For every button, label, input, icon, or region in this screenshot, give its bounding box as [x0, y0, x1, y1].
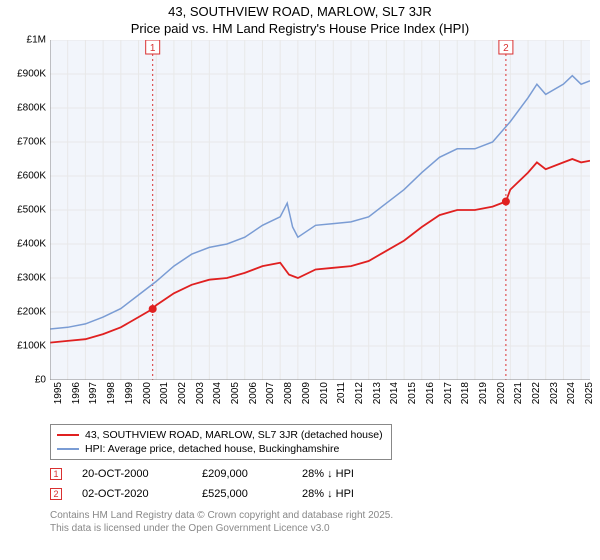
x-tick-label: 2008	[283, 382, 294, 404]
attribution: Contains HM Land Registry data © Crown c…	[50, 510, 393, 535]
y-tick-label: £500K	[17, 205, 46, 216]
legend-label: 43, SOUTHVIEW ROAD, MARLOW, SL7 3JR (det…	[85, 428, 383, 442]
plot-area: 12	[50, 40, 590, 380]
x-tick-label: 2009	[301, 382, 312, 404]
title-subtitle: Price paid vs. HM Land Registry's House …	[0, 21, 600, 36]
event-date: 20-OCT-2000	[82, 468, 182, 480]
x-tick-label: 2001	[159, 382, 170, 404]
x-tick-label: 2016	[425, 382, 436, 404]
y-tick-label: £700K	[17, 137, 46, 148]
x-tick-label: 2017	[443, 382, 454, 404]
svg-text:1: 1	[150, 43, 156, 54]
legend-item: HPI: Average price, detached house, Buck…	[57, 442, 383, 456]
x-tick-label: 2019	[478, 382, 489, 404]
x-tick-label: 1997	[88, 382, 99, 404]
x-tick-label: 2010	[319, 382, 330, 404]
event-row: 1 20-OCT-2000 £209,000 28% ↓ HPI	[50, 464, 354, 484]
y-tick-label: £1M	[27, 35, 46, 46]
y-tick-label: £900K	[17, 69, 46, 80]
attribution-line1: Contains HM Land Registry data © Crown c…	[50, 510, 393, 523]
y-axis: £0£100K£200K£300K£400K£500K£600K£700K£80…	[8, 40, 50, 380]
legend-item: 43, SOUTHVIEW ROAD, MARLOW, SL7 3JR (det…	[57, 428, 383, 442]
event-price: £525,000	[202, 488, 282, 500]
x-tick-label: 2015	[407, 382, 418, 404]
event-delta: 28% ↓ HPI	[302, 488, 354, 500]
x-tick-label: 2002	[177, 382, 188, 404]
x-tick-label: 1998	[106, 382, 117, 404]
svg-text:2: 2	[503, 43, 509, 54]
x-tick-label: 2012	[354, 382, 365, 404]
x-tick-label: 1996	[71, 382, 82, 404]
chart-area: £0 £100K £200K £300K £400K £500K £600K £700K £80…	[8, 40, 592, 415]
x-tick-label: 2007	[265, 382, 276, 404]
x-tick-label: 2013	[372, 382, 383, 404]
event-date: 02-OCT-2020	[82, 488, 182, 500]
event-marker: 1	[50, 468, 62, 480]
x-tick-label: 2014	[389, 382, 400, 404]
x-tick-label: 2003	[195, 382, 206, 404]
legend-swatch	[57, 434, 79, 436]
title-address: 43, SOUTHVIEW ROAD, MARLOW, SL7 3JR	[0, 4, 600, 19]
chart-svg: 12	[50, 40, 590, 380]
figure-root: 43, SOUTHVIEW ROAD, MARLOW, SL7 3JR Pric…	[0, 0, 600, 560]
x-tick-label: 2024	[566, 382, 577, 404]
attribution-line2: This data is licensed under the Open Gov…	[50, 523, 393, 536]
event-table: 1 20-OCT-2000 £209,000 28% ↓ HPI 2 02-OCT-202…	[50, 464, 354, 504]
x-tick-label: 2021	[513, 382, 524, 404]
y-tick-label: £0	[35, 375, 46, 386]
x-axis: 1995 1996 1997 1998 1999 2000 2001 2002 2003 2004…	[50, 382, 590, 416]
legend-box: 43, SOUTHVIEW ROAD, MARLOW, SL7 3JR (det…	[50, 424, 392, 460]
x-tick-label: 2022	[531, 382, 542, 404]
legend-swatch	[57, 448, 79, 450]
event-marker: 2	[50, 488, 62, 500]
event-delta: 28% ↓ HPI	[302, 468, 354, 480]
x-tick-label: 2025	[584, 382, 595, 404]
y-tick-label: £200K	[17, 307, 46, 318]
x-tick-label: 1999	[124, 382, 135, 404]
x-tick-label: 2023	[549, 382, 560, 404]
title-block: 43, SOUTHVIEW ROAD, MARLOW, SL7 3JR Pric…	[0, 0, 600, 36]
y-tick-label: £300K	[17, 273, 46, 284]
x-tick-label: 2004	[212, 382, 223, 404]
x-tick-label: 1995	[53, 382, 64, 404]
x-tick-label: 2005	[230, 382, 241, 404]
y-tick-label: £400K	[17, 239, 46, 250]
event-row: 2 02-OCT-2020 £525,000 28% ↓ HPI	[50, 484, 354, 504]
y-tick-label: £600K	[17, 171, 46, 182]
y-tick-label: £800K	[17, 103, 46, 114]
x-tick-label: 2011	[336, 382, 347, 404]
event-price: £209,000	[202, 468, 282, 480]
x-tick-label: 2006	[248, 382, 259, 404]
x-tick-label: 2018	[460, 382, 471, 404]
legend-label: HPI: Average price, detached house, Buck…	[85, 442, 339, 456]
y-tick-label: £100K	[17, 341, 46, 352]
x-tick-label: 2000	[142, 382, 153, 404]
x-tick-label: 2020	[496, 382, 507, 404]
